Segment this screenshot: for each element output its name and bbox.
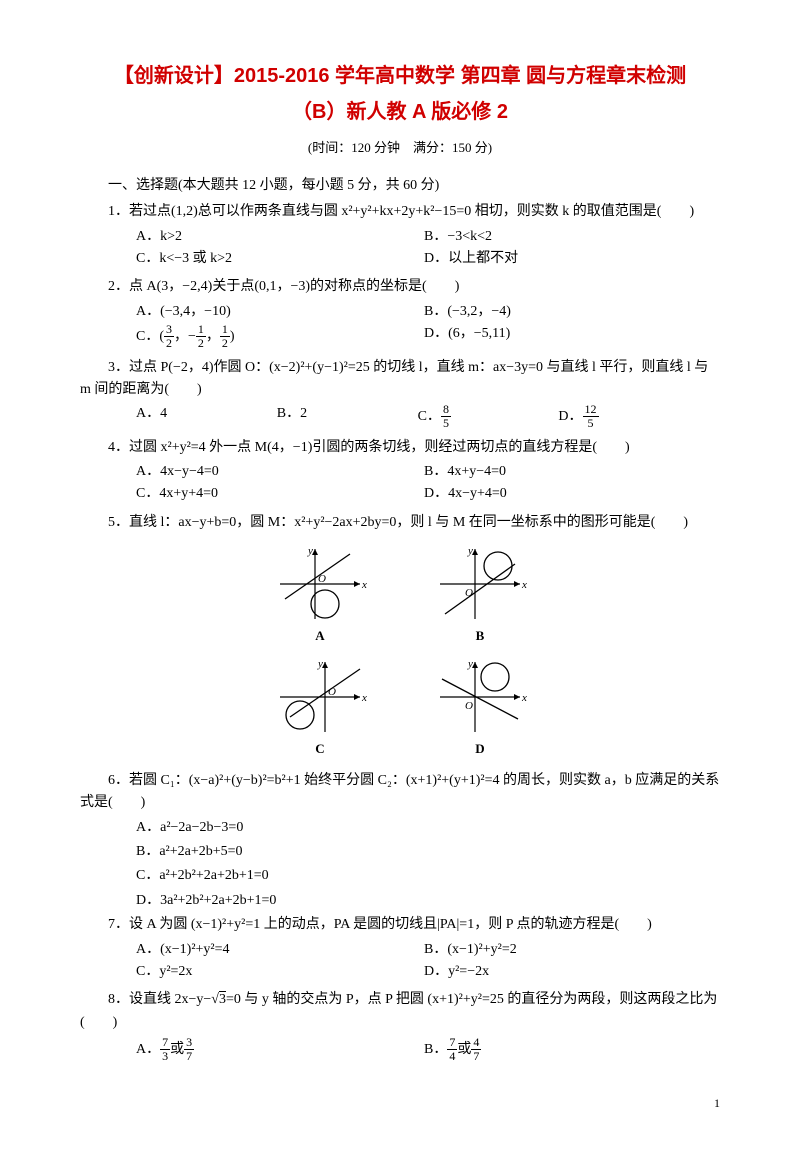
svg-text:y: y [467, 658, 473, 670]
q7-opt-a: A．(x−1)²+y²=4 [80, 939, 368, 961]
q5-fig-b: x y O B [430, 544, 530, 647]
q8a2d: 7 [184, 1050, 194, 1063]
q6-opt-d: D．3a²+2b²+2a+2b+1=0 [80, 890, 720, 912]
q8a1d: 3 [160, 1050, 170, 1063]
q7-options: A．(x−1)²+y²=4 B．(x−1)²+y²=2 C．y²=2x D．y²… [80, 939, 720, 984]
q5-figures-row2: x y O C x y O D [80, 657, 720, 760]
svg-text:O: O [465, 700, 473, 712]
q5-fig-b-label: B [430, 626, 530, 647]
q5-fig-d: x y O D [430, 657, 530, 760]
q3-options: A．4 B．2 C．85 D．125 [80, 403, 720, 430]
section-1-heading: 一、选择题(本大题共 12 小题，每小题 5 分，共 60 分) [80, 175, 720, 197]
svg-text:x: x [521, 692, 527, 704]
q8b2n: 4 [471, 1036, 481, 1050]
q2-opt-b: B．(−3,2，−4) [368, 301, 656, 323]
q2-opt-d: D．(6，−5,11) [368, 323, 656, 350]
q4-stem: 4．过圆 x²+y²=4 外一点 M(4，−1)引圆的两条切线，则经过两切点的直… [80, 437, 720, 459]
q2c-d2: 2 [196, 337, 206, 350]
doc-title-line2: （B）新人教 A 版必修 2 [80, 96, 720, 128]
q4-options: A．4x−y−4=0 B．4x+y−4=0 C．4x+y+4=0 D．4x−y+… [80, 461, 720, 506]
q3-opt-a: A．4 [80, 403, 221, 430]
q1-opt-c: C．k<−3 或 k>2 [80, 248, 368, 270]
q4-opt-b: B．4x+y−4=0 [368, 461, 656, 483]
q5-fig-a-label: A [270, 626, 370, 647]
svg-text:x: x [521, 579, 527, 591]
q8a2n: 3 [184, 1036, 194, 1050]
q2-opt-c: C．(32，−12，12) [80, 323, 368, 350]
q7-stem: 7．设 A 为圆 (x−1)²+y²=1 上的动点，PA 是圆的切线且|PA|=… [80, 914, 720, 936]
q8b-or: 或 [457, 1042, 471, 1057]
q5-figures-row1: x y O A x y O B [80, 544, 720, 647]
q6-stem: 6．若圆 C₁：(x−a)²+(y−b)²=b²+1 始终平分圆 C₂：(x+1… [80, 770, 720, 815]
svg-text:y: y [467, 545, 473, 557]
q1-options: A．k>2 B．−3<k<2 C．k<−3 或 k>2 D．以上都不对 [80, 226, 720, 271]
timing-info: (时间：120 分钟 满分：150 分) [80, 138, 720, 159]
q3-opt-d-label: D． [558, 409, 582, 424]
q8a1n: 7 [160, 1036, 170, 1050]
q7-opt-c: C．y²=2x [80, 961, 368, 983]
q1-opt-d: D．以上都不对 [368, 248, 656, 270]
q5-stem: 5．直线 l：ax−y+b=0，圆 M：x²+y²−2ax+2by=0，则 l … [80, 512, 720, 534]
q2-opt-a: A．(−3,4，−10) [80, 301, 368, 323]
q2c-n2: 1 [196, 323, 206, 337]
q7-opt-b: B．(x−1)²+y²=2 [368, 939, 656, 961]
q2c-d1: 2 [164, 337, 174, 350]
q2c-n1: 3 [164, 323, 174, 337]
svg-text:x: x [361, 692, 367, 704]
q3c-n: 8 [441, 403, 451, 417]
q7-opt-d: D．y²=−2x [368, 961, 656, 983]
svg-text:y: y [307, 545, 313, 557]
q1-opt-a: A．k>2 [80, 226, 368, 248]
q1-opt-b: B．−3<k<2 [368, 226, 656, 248]
q5-fig-c-label: C [270, 739, 370, 760]
q6-options: A．a²−2a−2b−3=0 B．a²+2a+2b+5=0 C．a²+2b²+2… [80, 817, 720, 913]
q2c-n3: 1 [220, 323, 230, 337]
doc-title-line1: 【创新设计】2015-2016 学年高中数学 第四章 圆与方程章末检测 [80, 60, 720, 92]
q5-fig-d-label: D [430, 739, 530, 760]
q2-stem: 2．点 A(3，−2,4)关于点(0,1，−3)的对称点的坐标是( ) [80, 276, 720, 298]
q4-opt-c: C．4x+y+4=0 [80, 483, 368, 505]
q3d-d: 5 [583, 417, 599, 430]
q6-opt-c: C．a²+2b²+2a+2b+1=0 [80, 865, 720, 887]
q6-opt-b: B．a²+2a+2b+5=0 [80, 841, 720, 863]
svg-text:y: y [317, 658, 323, 670]
q1-stem: 1．若过点(1,2)总可以作两条直线与圆 x²+y²+kx+2y+k²−15=0… [80, 201, 720, 223]
q8a-pre: A． [136, 1042, 160, 1057]
q2c-neg: − [188, 329, 196, 344]
q4-opt-a: A．4x−y−4=0 [80, 461, 368, 483]
q3-opt-b: B．2 [221, 403, 362, 430]
page-number: 1 [80, 1094, 720, 1113]
q8-opt-b: B．74或47 [368, 1036, 656, 1063]
q6-opt-a: A．a²−2a−2b−3=0 [80, 817, 720, 839]
q8-options: A．73或37 B．74或47 [80, 1036, 720, 1063]
q3-opt-d: D．125 [502, 403, 643, 430]
q8b2d: 7 [471, 1050, 481, 1063]
q3-opt-c: C．85 [362, 403, 503, 430]
q5-fig-c: x y O C [270, 657, 370, 760]
q2-opt-c-prefix: C． [136, 329, 159, 344]
q2c-d3: 2 [220, 337, 230, 350]
q2-options: A．(−3,4，−10) B．(−3,2，−4) C．(32，−12，12) D… [80, 301, 720, 351]
q8b1n: 7 [447, 1036, 457, 1050]
q4-opt-d: D．4x−y+4=0 [368, 483, 656, 505]
q3-stem: 3．过点 P(−2，4)作圆 O：(x−2)²+(y−1)²=25 的切线 l，… [80, 357, 720, 402]
q3c-d: 5 [441, 417, 451, 430]
q8-opt-a: A．73或37 [80, 1036, 368, 1063]
q8-stem: 8．设直线 2x−y−√3=0 与 y 轴的交点为 P，点 P 把圆 (x+1)… [80, 989, 720, 1034]
q3-opt-c-label: C． [418, 409, 441, 424]
q5-fig-a: x y O A [270, 544, 370, 647]
svg-text:x: x [361, 579, 367, 591]
q8-stem-pre: 8．设直线 2x−y− [108, 992, 211, 1007]
q3d-n: 12 [583, 403, 599, 417]
q8b1d: 4 [447, 1050, 457, 1063]
q8a-or: 或 [170, 1042, 184, 1057]
q8-sqrt: 3 [219, 992, 226, 1007]
q8b-pre: B． [424, 1042, 447, 1057]
